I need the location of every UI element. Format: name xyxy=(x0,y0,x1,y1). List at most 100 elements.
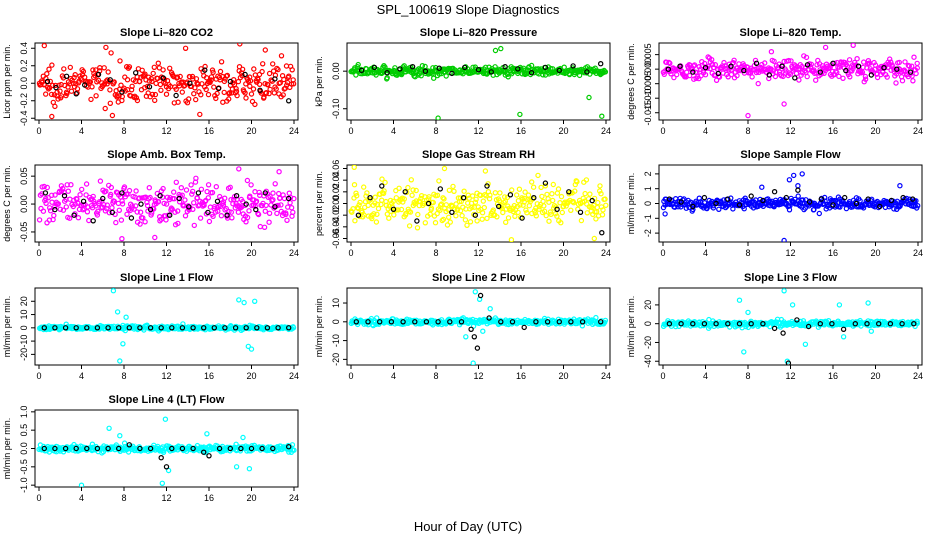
reference-point xyxy=(186,204,192,210)
data-point xyxy=(83,192,89,198)
data-point xyxy=(862,76,869,82)
data-point xyxy=(248,91,255,97)
x-tick-label: 24 xyxy=(913,248,923,258)
data-point xyxy=(524,209,530,216)
x-tick-label: 24 xyxy=(601,126,611,136)
data-point xyxy=(141,84,148,91)
data-point xyxy=(229,215,235,221)
data-point xyxy=(116,93,122,99)
reference-point xyxy=(179,445,186,452)
data-point xyxy=(129,83,135,90)
data-point xyxy=(258,90,264,96)
data-point xyxy=(887,56,893,62)
data-point xyxy=(103,188,109,194)
reference-point xyxy=(725,321,731,327)
reference-point xyxy=(460,194,467,201)
data-point xyxy=(549,190,555,197)
data-point xyxy=(287,199,293,206)
reference-point xyxy=(462,64,468,71)
data-point xyxy=(52,192,58,198)
data-point xyxy=(289,67,295,73)
data-point xyxy=(84,209,91,215)
data-point xyxy=(440,216,447,223)
reference-point xyxy=(81,82,88,88)
data-point xyxy=(559,209,566,216)
data-point xyxy=(75,214,82,221)
outlier-point xyxy=(768,49,775,55)
reference-point xyxy=(73,91,79,97)
x-axis-title: Hour of Day (UTC) xyxy=(414,519,522,534)
x-tick-label: 0 xyxy=(36,126,41,136)
data-point xyxy=(109,112,116,119)
data-point xyxy=(88,96,94,103)
data-point xyxy=(124,211,130,217)
x-tick-label: 12 xyxy=(161,493,171,503)
outlier-point xyxy=(435,115,441,120)
reference-point xyxy=(238,445,244,452)
data-point xyxy=(452,206,458,213)
data-point xyxy=(803,54,810,61)
data-point xyxy=(398,206,405,213)
reference-point xyxy=(62,325,69,331)
data-point xyxy=(541,208,548,214)
reference-point xyxy=(243,325,249,331)
data-point xyxy=(176,199,183,205)
data-point xyxy=(371,211,377,217)
x-tick-label: 20 xyxy=(870,248,880,258)
data-point xyxy=(134,209,140,215)
data-point xyxy=(840,75,846,82)
y-tick-label: -0.5 xyxy=(19,459,29,475)
x-tick-label: 16 xyxy=(204,493,214,503)
data-point xyxy=(49,192,55,198)
reference-point xyxy=(528,69,535,76)
x-tick-label: 12 xyxy=(161,248,171,258)
data-point xyxy=(419,62,426,69)
data-point xyxy=(244,177,251,184)
data-point xyxy=(502,198,508,204)
reference-point xyxy=(286,195,292,202)
outlier-point xyxy=(745,112,751,119)
reference-point xyxy=(678,321,684,327)
data-point xyxy=(235,78,242,85)
data-point xyxy=(859,69,866,76)
series-points xyxy=(348,165,609,242)
data-point xyxy=(496,198,503,204)
data-point xyxy=(197,215,204,221)
data-point xyxy=(749,74,755,80)
reference-point xyxy=(771,325,778,332)
reference-point xyxy=(205,209,211,216)
data-point xyxy=(203,86,209,93)
data-point xyxy=(261,224,268,230)
x-tick-label: 24 xyxy=(289,371,299,381)
data-point xyxy=(422,63,428,70)
data-point xyxy=(119,198,125,204)
data-point xyxy=(745,324,752,331)
y-tick-label: 0.2 xyxy=(19,59,29,72)
data-point xyxy=(247,83,253,90)
data-point xyxy=(426,194,432,200)
outlier-point xyxy=(786,177,793,183)
data-point xyxy=(234,92,240,99)
outlier-point xyxy=(237,43,243,47)
data-point xyxy=(105,69,111,75)
data-point xyxy=(542,183,549,189)
reference-point xyxy=(232,325,239,331)
outlier-point xyxy=(120,341,126,347)
outlier-point xyxy=(799,171,805,177)
data-point xyxy=(429,71,435,77)
data-point xyxy=(494,214,500,220)
x-tick-label: 8 xyxy=(121,248,126,258)
reference-point xyxy=(412,319,418,325)
reference-point xyxy=(119,190,125,196)
y-tick-label: 10 xyxy=(19,310,29,320)
reference-point xyxy=(109,209,116,216)
data-point xyxy=(526,64,532,70)
reference-point xyxy=(521,324,527,331)
data-point xyxy=(410,187,416,193)
data-point xyxy=(90,193,96,200)
reference-point xyxy=(409,63,416,70)
data-point xyxy=(663,59,670,66)
data-point xyxy=(911,54,917,60)
data-point xyxy=(547,209,554,215)
reference-point xyxy=(353,319,359,325)
